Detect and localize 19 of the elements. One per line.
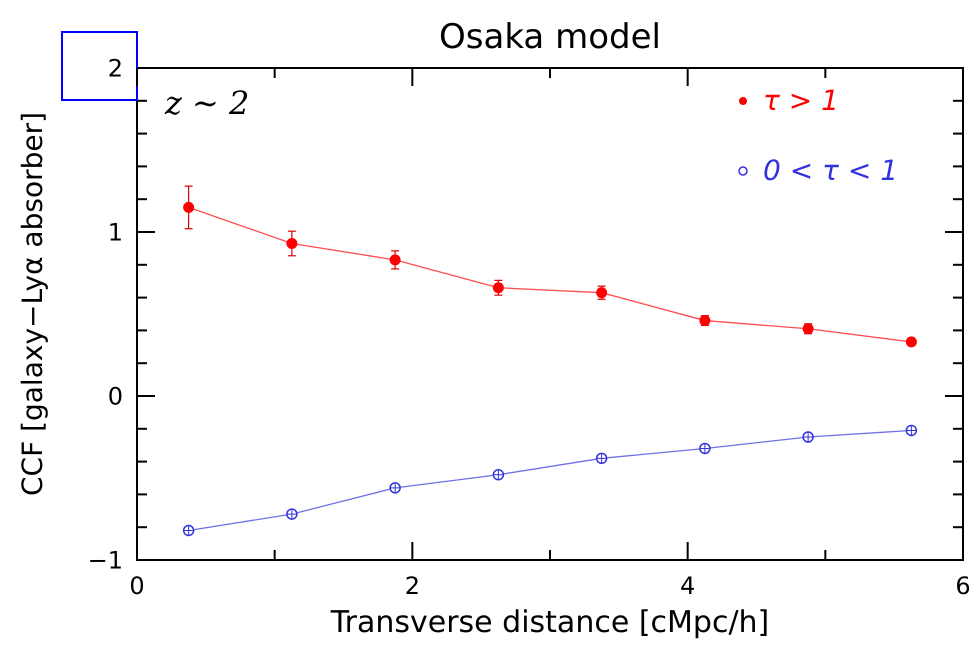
point (286, 238, 298, 249)
x-tick-label: 2 (404, 572, 420, 600)
y-tick-label: 1 (108, 218, 123, 246)
y-axis-title: CCF [galaxy−Lyα absorber] (16, 112, 49, 496)
point (906, 336, 917, 348)
y-tick-label: 2 (108, 54, 123, 82)
point (183, 202, 194, 213)
chart-title: Osaka model (439, 17, 661, 57)
x-axis-title: Transverse distance [cMpc/h] (330, 605, 770, 640)
x-tick-label: 0 (129, 572, 145, 600)
y-tick-label: −1 (88, 546, 123, 574)
point (492, 282, 504, 294)
x-tick-label: 4 (680, 572, 696, 600)
point (390, 254, 401, 266)
annotation: z ~ 2 (164, 84, 250, 122)
x-tick-label: 6 (955, 572, 971, 600)
legend-label: τ > 1 (763, 84, 839, 117)
y-tick-label: 0 (108, 382, 123, 410)
legend-label: 0 < τ < 1 (763, 154, 898, 187)
